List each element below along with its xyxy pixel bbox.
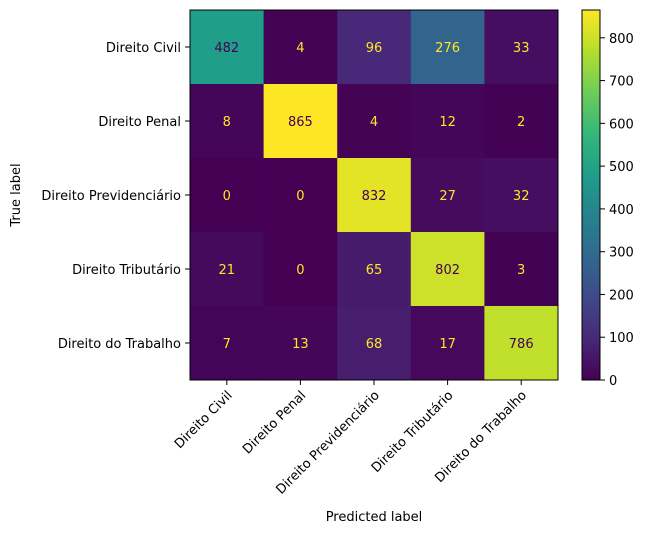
heatmap-cell-r4-c1 [263,306,338,381]
cell-value-r3-c3: 802 [435,263,460,278]
cell-value-r2-c4: 32 [513,189,530,204]
heatmap-cell-r2-c4 [484,158,559,233]
y-tick-label: Direito Tributário [72,263,181,278]
colorbar-tick-label: 400 [609,203,634,218]
cell-value-r4-c0: 7 [223,337,231,352]
cell-value-r2-c3: 27 [439,189,456,204]
heatmap-cell-r1-c0 [190,84,265,159]
cell-value-r1-c1: 865 [288,115,313,130]
heatmap-cell-r0-c2 [337,10,412,85]
y-tick-label: Direito do Trabalho [58,337,181,352]
x-tick-label: Direito Civil [172,388,236,452]
cell-value-r2-c2: 832 [362,189,387,204]
colorbar-tick-label: 500 [609,160,634,175]
colorbar-tick-label: 100 [609,331,634,346]
heatmap-cell-r4-c4 [484,306,559,381]
cell-value-r4-c2: 68 [366,337,383,352]
heatmap-cell-r1-c2 [337,84,412,159]
heatmap-cell-r0-c3 [410,10,485,85]
cell-value-r0-c4: 33 [513,41,530,56]
colorbar-tick-label: 800 [609,32,634,47]
heatmap-cell-r0-c0 [190,10,265,85]
cell-value-r1-c2: 4 [370,115,378,130]
heatmap-cell-r3-c3 [410,232,485,307]
heatmap-cell-r2-c1 [263,158,338,233]
cell-value-r0-c3: 276 [435,41,460,56]
heatmap-cell-r1-c3 [410,84,485,159]
heatmap-cell-r1-c1 [263,84,338,159]
colorbar-tick-label: 300 [609,246,634,261]
heatmap-cell-r2-c3 [410,158,485,233]
heatmap-cells [190,10,559,381]
y-axis-ticks: Direito Civil Direito Penal Direito Previd… [41,41,190,352]
cell-value-r3-c2: 65 [366,263,383,278]
x-axis-label: Predicted label [326,510,423,525]
heatmap-cell-r3-c4 [484,232,559,307]
cell-value-r0-c2: 96 [366,41,383,56]
heatmap-cell-r2-c0 [190,158,265,233]
colorbar-tick-label: 200 [609,288,634,303]
y-tick-label: Direito Penal [98,115,181,130]
cell-value-r4-c4: 786 [509,337,534,352]
y-axis-label: True label [9,163,24,227]
cell-value-r3-c1: 0 [296,263,304,278]
cell-value-r1-c4: 2 [517,115,525,130]
cell-value-r3-c0: 21 [219,263,236,278]
cell-value-r2-c0: 0 [223,189,231,204]
heatmap-cell-r4-c2 [337,306,412,381]
x-tick-label: Direito Tributário [369,388,457,476]
cell-value-r3-c4: 3 [517,263,525,278]
heatmap-cell-r4-c3 [410,306,485,381]
heatmap-cell-r1-c4 [484,84,559,159]
y-tick-label: Direito Previdenciário [41,189,181,204]
heatmap-cell-r3-c1 [263,232,338,307]
colorbar-ticks: 0 100 200 300 400 500 600 700 800 [600,32,634,389]
colorbar-tick-label: 600 [609,117,634,132]
cell-value-r1-c0: 8 [223,115,231,130]
colorbar-tick-label: 700 [609,75,634,90]
colorbar-tick-label: 0 [609,374,617,389]
heatmap-cell-r3-c2 [337,232,412,307]
cell-value-r2-c1: 0 [296,189,304,204]
cell-value-r0-c0: 482 [214,41,239,56]
cell-value-r4-c3: 17 [439,337,456,352]
heatmap-cell-r4-c0 [190,306,265,381]
colorbar [581,9,601,381]
heatmap-cell-r0-c1 [263,10,338,85]
heatmap-cell-r3-c0 [190,232,265,307]
x-tick-label: Direito Penal [240,388,309,457]
cell-value-r0-c1: 4 [296,41,304,56]
cell-value-r1-c3: 12 [439,115,456,130]
cell-value-r4-c1: 13 [292,337,309,352]
heatmap-cell-r0-c4 [484,10,559,85]
y-tick-label: Direito Civil [106,41,181,56]
heatmap-cell-r2-c2 [337,158,412,233]
